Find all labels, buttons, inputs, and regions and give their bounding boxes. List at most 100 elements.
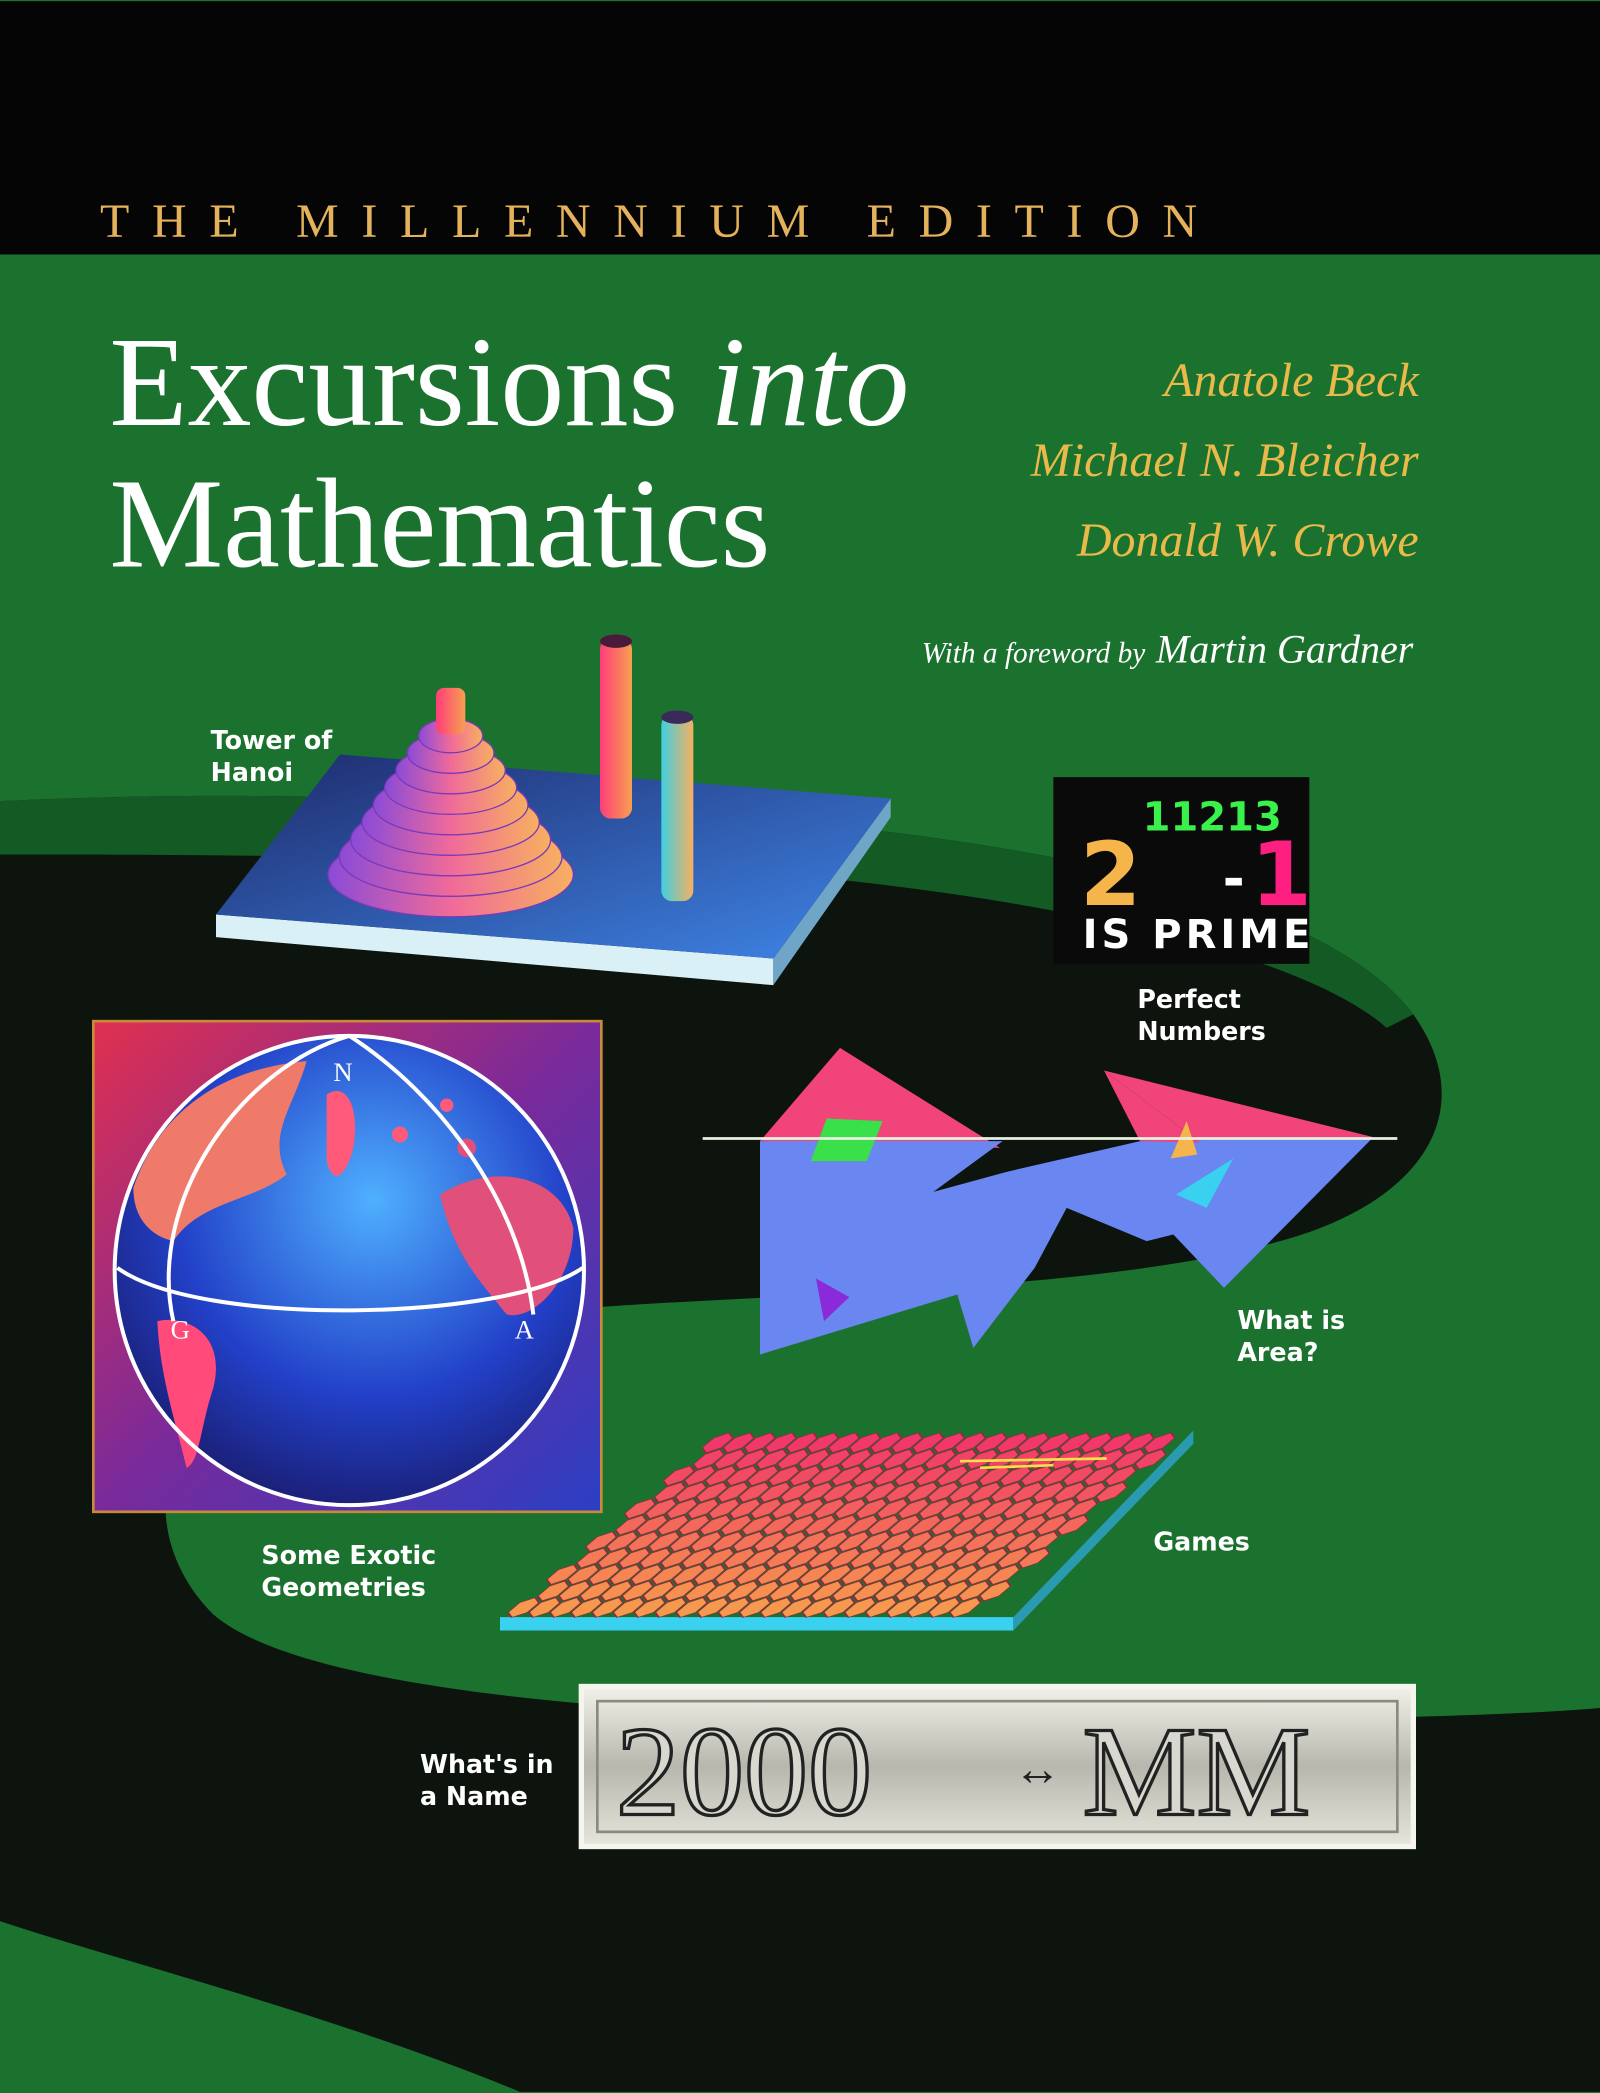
hex-cell <box>864 1481 897 1503</box>
hex-cell <box>990 1481 1023 1503</box>
hex-cell <box>651 1564 684 1585</box>
hex-cell <box>839 1448 873 1470</box>
prime-minus: - <box>1223 847 1245 910</box>
caption-tower-2: Hanoi <box>211 757 293 787</box>
caption-area-1: What is <box>1237 1305 1345 1335</box>
hex-cell <box>767 1465 801 1487</box>
hex-cell <box>830 1465 864 1487</box>
caption-geometries-2: Geometries <box>261 1572 425 1602</box>
hex-cell <box>633 1597 666 1618</box>
hex-cell <box>873 1465 906 1487</box>
hex-cell <box>660 1547 693 1569</box>
hex-cell <box>735 1564 768 1585</box>
hex-cell <box>788 1465 822 1487</box>
hex-cell <box>732 1531 765 1553</box>
hex-cell <box>576 1547 609 1569</box>
hex-cell <box>804 1514 837 1536</box>
hex-cell <box>783 1514 816 1536</box>
prime-label: IS PRIME <box>1083 912 1315 958</box>
hex-cell <box>1032 1481 1065 1503</box>
hex-cell <box>785 1432 818 1454</box>
hex-cell <box>693 1564 726 1585</box>
hex-cell <box>780 1597 814 1618</box>
hex-cell <box>848 1432 881 1454</box>
hex-cell <box>756 1564 789 1585</box>
hex-cell <box>777 1564 810 1585</box>
globe-illustration: N G A <box>91 1019 603 1514</box>
hex-cell <box>1074 1481 1107 1503</box>
hex-cell <box>722 1432 755 1454</box>
hex-cell <box>789 1580 822 1602</box>
hex-cell <box>928 1597 961 1618</box>
hex-cell <box>696 1597 729 1618</box>
hex-cell <box>949 1597 982 1618</box>
hex-cell <box>695 1481 729 1503</box>
hex-cell <box>741 1514 774 1536</box>
hex-cell <box>705 1580 738 1602</box>
hex-cell <box>684 1580 717 1602</box>
hex-cell <box>1017 1547 1051 1569</box>
hex-cell <box>720 1514 753 1536</box>
caption-geometries-1: Some Exotic <box>261 1540 436 1570</box>
hex-cell <box>939 1498 972 1520</box>
hex-cell <box>843 1481 876 1503</box>
hex-cell <box>818 1448 851 1470</box>
hex-cell <box>614 1514 648 1536</box>
hex-cell <box>915 1580 949 1602</box>
hex-cell <box>639 1547 672 1569</box>
hex-cell <box>762 1514 795 1536</box>
hex-cell <box>921 1531 954 1553</box>
hex-cell <box>701 1432 734 1454</box>
hex-cell <box>915 1465 948 1487</box>
nameplate-left: 2000 <box>616 1701 872 1843</box>
hex-cell <box>1002 1498 1035 1520</box>
hex-cell <box>636 1514 669 1536</box>
hex-cell <box>1062 1465 1095 1487</box>
hex-cell <box>867 1514 900 1536</box>
hex-cell <box>795 1531 828 1553</box>
hex-cell <box>734 1448 767 1470</box>
hex-cell <box>936 1465 969 1487</box>
hex-cell <box>642 1580 675 1602</box>
hex-cell <box>937 1580 970 1602</box>
hex-cell <box>865 1597 898 1618</box>
caption-name-1: What's in <box>420 1749 554 1779</box>
prime-base: 2 <box>1080 823 1141 926</box>
foreword-prefix: With a foreword by <box>922 638 1146 670</box>
hex-cell <box>897 1498 930 1520</box>
hex-cell <box>906 1481 939 1503</box>
hex-cell <box>843 1597 877 1618</box>
hex-cell <box>858 1531 891 1553</box>
hex-cell <box>1056 1514 1089 1536</box>
hex-cell <box>903 1564 936 1585</box>
hex-cell <box>981 1498 1014 1520</box>
nameplate-right: MM <box>1083 1701 1311 1843</box>
hex-cell <box>996 1547 1030 1569</box>
hex-cell <box>801 1597 835 1618</box>
hex-cell <box>825 1514 858 1536</box>
caption-area-2: Area? <box>1237 1337 1318 1367</box>
foreword-author: Martin Gardner <box>1155 627 1414 672</box>
hex-cell <box>747 1580 780 1602</box>
hex-cell <box>653 1481 686 1503</box>
hex-cell <box>902 1448 936 1470</box>
hex-cell <box>827 1432 860 1454</box>
hex-cell <box>945 1448 978 1470</box>
hex-cell <box>930 1514 963 1536</box>
hex-cell <box>1026 1531 1059 1553</box>
hex-cell <box>774 1531 807 1553</box>
hex-cell <box>725 1465 758 1487</box>
hex-cell <box>713 1448 746 1470</box>
hex-cell <box>699 1514 732 1536</box>
hex-cell <box>1143 1432 1176 1454</box>
hex-cell <box>546 1564 579 1585</box>
hex-cell <box>1053 1481 1086 1503</box>
hex-cell <box>873 1580 907 1602</box>
hex-cell <box>1134 1448 1167 1470</box>
hex-cell <box>623 1498 656 1520</box>
hex-cell <box>797 1448 830 1470</box>
hex-cell <box>933 1547 966 1569</box>
hex-cell <box>891 1547 924 1569</box>
hex-cell <box>881 1448 915 1470</box>
hex-cell <box>579 1580 612 1602</box>
